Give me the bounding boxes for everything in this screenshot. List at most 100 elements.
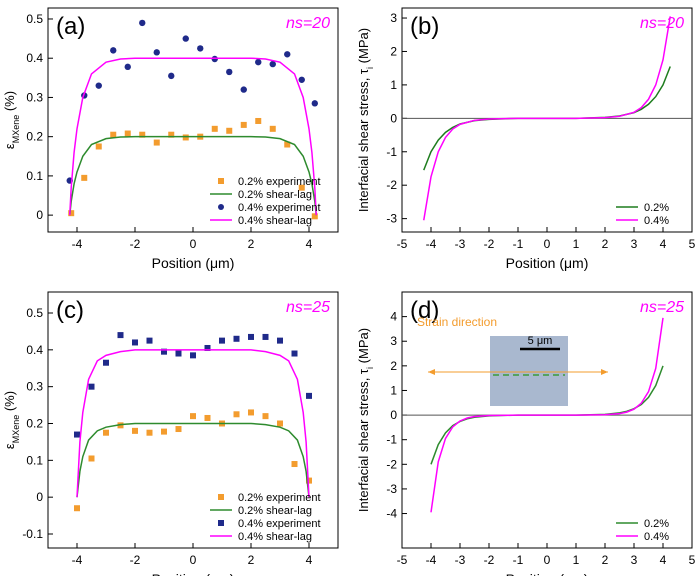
y-label-sub: MXene — [11, 115, 21, 144]
x-tick-label: 0 — [190, 553, 197, 567]
y-tick-label: 1 — [390, 78, 397, 92]
data-point — [291, 350, 298, 357]
data-point — [190, 352, 196, 359]
data-point — [219, 337, 225, 344]
series-line — [76, 349, 310, 498]
plot-frame — [401, 291, 693, 549]
data-point — [132, 427, 138, 434]
legend-label: 0.4% shear-lag — [238, 531, 312, 543]
y-tick-label: 0 — [36, 490, 43, 504]
ns-label: ns=20 — [286, 15, 330, 32]
x-tick-label: 5 — [689, 237, 696, 251]
x-tick-label: -4 — [426, 237, 437, 251]
data-point — [124, 63, 131, 71]
legend-label: 0.4% experiment — [238, 518, 321, 530]
y-label-main: Interfacial shear stress, τ — [356, 68, 371, 212]
legend-label: 0.2% experiment — [238, 176, 321, 188]
legend-swatch — [218, 178, 224, 184]
x-axis-label: Position (μm) — [152, 255, 235, 271]
y-tick-label: 2 — [390, 44, 397, 58]
inset-image — [490, 336, 568, 406]
x-tick-label: 2 — [602, 237, 609, 251]
x-tick-label: -2 — [484, 553, 495, 567]
y-tick-label: 1 — [390, 383, 397, 397]
x-tick-label: -4 — [72, 553, 83, 567]
data-point — [110, 47, 117, 54]
x-tick-label: 4 — [306, 237, 313, 251]
y-tick-label: 3 — [390, 11, 397, 25]
data-point — [204, 414, 211, 421]
data-point — [146, 337, 153, 344]
data-point — [168, 72, 175, 80]
scale-label: 5 μm — [528, 335, 553, 347]
data-point — [262, 413, 269, 420]
legend-label: 0.2% shear-lag — [238, 189, 312, 201]
legend-label: 0.4% experiment — [238, 202, 321, 214]
y-axis-label: εMXene (%) — [2, 391, 21, 449]
panel: -4 -2 0 2 4 0 0.1 0.2 0.3 0.4 0.5 Position (μm) εMXe… — [2, 7, 339, 271]
y-tick-label: 0.4 — [26, 51, 43, 65]
data-point — [81, 174, 88, 181]
series-line — [69, 135, 317, 216]
x-tick-label: 1 — [573, 553, 580, 567]
x-tick-label: -3 — [455, 237, 466, 251]
data-point — [139, 131, 146, 138]
y-tick-label: 0 — [390, 111, 397, 125]
x-tick-label: 0 — [544, 237, 551, 251]
data-point — [255, 58, 262, 66]
data-point — [248, 333, 254, 340]
legend-label: 0.2% experiment — [238, 492, 321, 504]
data-point — [132, 339, 138, 346]
data-point — [74, 431, 80, 438]
data-point — [291, 461, 298, 468]
x-tick-label: -1 — [513, 237, 524, 251]
data-point — [306, 392, 312, 399]
legend-swatch — [218, 494, 224, 500]
legend-swatch — [218, 520, 224, 526]
data-point — [139, 19, 146, 27]
data-point — [311, 100, 318, 107]
y-tick-label: 4 — [390, 310, 397, 324]
y-label-sub: MXene — [11, 415, 21, 444]
legend-label: 0.4% — [644, 215, 669, 227]
y-tick-label: 0.1 — [26, 169, 43, 183]
data-point — [240, 86, 247, 93]
ns-label: ns=25 — [640, 299, 684, 316]
x-tick-label: 2 — [602, 553, 609, 567]
y-tick-label: -1 — [386, 145, 397, 159]
y-label-unit: (%) — [2, 391, 17, 415]
x-tick-label: 4 — [306, 553, 313, 567]
data-point — [306, 477, 312, 484]
data-point — [211, 125, 218, 132]
data-point — [277, 337, 283, 344]
data-point — [161, 348, 167, 355]
panel: -5 -4 -3 -2 -1 0 1 2 3 4 5 -3 -2 -1 0 1 2 3 Position (μm) I… — [356, 7, 696, 271]
y-label-sub: i — [365, 367, 375, 369]
x-tick-label: -2 — [484, 237, 495, 251]
y-tick-label: 3 — [390, 334, 397, 348]
data-point — [168, 131, 175, 138]
data-point — [240, 121, 247, 128]
x-tick-label: 4 — [660, 553, 667, 567]
data-point — [204, 344, 211, 351]
data-point — [182, 35, 189, 42]
y-label-sub: i — [365, 67, 375, 69]
data-point — [298, 76, 305, 83]
x-axis-label: Position (μm) — [506, 255, 589, 271]
y-tick-label: -2 — [386, 457, 397, 471]
data-point — [175, 350, 182, 357]
x-tick-label: 2 — [248, 553, 255, 567]
x-tick-label: 2 — [248, 237, 255, 251]
series-line — [430, 317, 664, 513]
y-tick-label: -4 — [386, 507, 397, 521]
series-line — [423, 16, 671, 221]
y-label-unit: (%) — [2, 91, 17, 115]
x-tick-label: -3 — [455, 553, 466, 567]
data-point — [284, 51, 291, 58]
inset: 5 μm Strain direction — [417, 315, 608, 406]
data-point — [226, 127, 233, 134]
data-point — [95, 82, 102, 89]
x-tick-label: -2 — [130, 553, 141, 567]
panel: -5 -4 -3 -2 -1 0 1 2 3 4 5 -4 -3 -2 -1 0 1 2 3 4 Position (μ… — [356, 291, 696, 581]
ns-label: ns=25 — [286, 299, 330, 316]
